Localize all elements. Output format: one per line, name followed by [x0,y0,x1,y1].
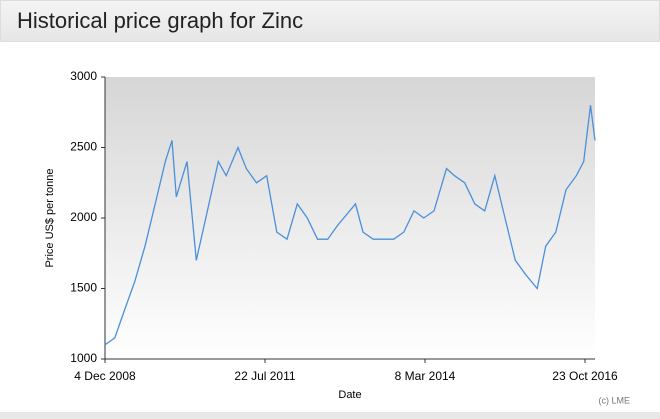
x-tick-label: 22 Jul 2011 [234,369,295,383]
y-tick-label: 3000 [70,69,97,83]
footer-bar [0,412,660,419]
chart: Price US$ per tonne Date (c) LME 1000 150… [44,69,631,405]
x-tick-label: 23 Oct 2016 [552,369,618,383]
y-tick-label: 2000 [70,210,97,224]
y-tick-label: 2500 [70,140,97,154]
plot-area [105,77,595,359]
y-tick-label: 1000 [70,351,97,365]
x-tick-label: 4 Dec 2008 [74,369,136,383]
y-tick-label: 1500 [70,281,97,295]
x-tick-label: 8 Mar 2014 [395,369,456,383]
credit: (c) LME [599,395,631,405]
y-axis-label: Price US$ per tonne [44,168,56,267]
chart-title: Historical price graph for Zinc [17,8,304,33]
price-line [104,105,596,346]
header: Historical price graph for Zinc [0,0,660,42]
x-axis-label: Date [338,389,361,401]
